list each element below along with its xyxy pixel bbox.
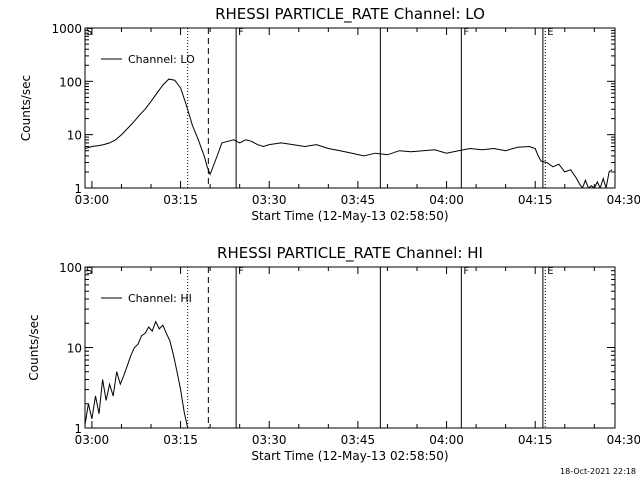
y-tick-label: 100 bbox=[59, 261, 82, 275]
chart-panel-hi: RHESSI PARTICLE_RATE Channel: HI 03:00 03:… bbox=[27, 244, 640, 463]
y-tick-label: 10 bbox=[67, 342, 82, 356]
generation-timestamp: 18-Oct-2021 22:18 bbox=[560, 467, 636, 476]
x-tick-label: 03:30 bbox=[252, 193, 287, 207]
event-flag-label: F bbox=[463, 266, 469, 277]
x-tick-label: 03:45 bbox=[341, 433, 376, 447]
y-axis-label: Counts/sec bbox=[27, 314, 41, 380]
x-tick-label: 04:00 bbox=[429, 193, 464, 207]
series-line-0 bbox=[85, 78, 613, 188]
chart-panel-lo: RHESSI PARTICLE_RATE Channel: LO 03:00 03:… bbox=[19, 5, 640, 223]
x-tick-label: 04:00 bbox=[429, 433, 464, 447]
plot-frame bbox=[84, 27, 616, 189]
y-tick-label: 1 bbox=[74, 422, 82, 436]
y-axis-label: Counts/sec bbox=[19, 75, 33, 141]
event-flag-label: E bbox=[547, 27, 553, 38]
chart-title: RHESSI PARTICLE_RATE Channel: HI bbox=[217, 244, 483, 263]
x-tick-label: 04:15 bbox=[518, 433, 553, 447]
x-axis-label: Start Time (12-May-13 02:58:50) bbox=[251, 209, 448, 223]
x-axis-label: Start Time (12-May-13 02:58:50) bbox=[251, 449, 448, 463]
x-tick-label: 03:45 bbox=[341, 193, 376, 207]
x-tick-label: 04:30 bbox=[607, 193, 640, 207]
x-tick-label: 03:30 bbox=[252, 433, 287, 447]
x-tick-label: 03:00 bbox=[75, 193, 110, 207]
series-line-0 bbox=[85, 320, 189, 428]
start-flag-label: S bbox=[86, 27, 92, 38]
event-flag-label: F bbox=[238, 266, 244, 277]
event-flag-label: E bbox=[547, 266, 553, 277]
x-tick-label: 03:15 bbox=[163, 433, 198, 447]
y-tick-label: 10 bbox=[67, 129, 82, 143]
x-tick-label: 03:00 bbox=[75, 433, 110, 447]
x-tick-label: 04:15 bbox=[518, 193, 553, 207]
legend-label: Channel: LO bbox=[128, 53, 195, 66]
legend-label: Channel: HI bbox=[128, 292, 192, 305]
x-tick-label: 03:15 bbox=[163, 193, 198, 207]
event-flag-label: F bbox=[463, 27, 469, 38]
chart-title: RHESSI PARTICLE_RATE Channel: LO bbox=[215, 5, 485, 24]
y-tick-label: 1 bbox=[74, 182, 82, 196]
y-tick-label: 1000 bbox=[51, 22, 82, 36]
event-flag-label: F bbox=[238, 27, 244, 38]
y-tick-label: 100 bbox=[59, 75, 82, 89]
start-flag-label: S bbox=[86, 266, 92, 277]
x-tick-label: 04:30 bbox=[607, 433, 640, 447]
